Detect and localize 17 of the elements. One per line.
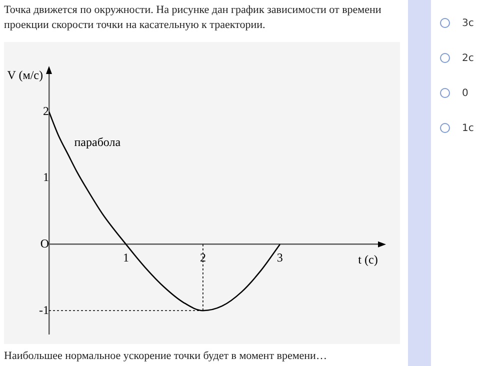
annotation: парабола (74, 135, 122, 150)
y-axis-title: V (м/с) (7, 68, 43, 82)
x-tick-label: 2 (200, 250, 206, 265)
text: 0 (462, 88, 468, 98)
text: 3с (462, 18, 474, 28)
y-tick-label: -1 (39, 302, 49, 317)
y-tick-label: O (40, 236, 50, 250)
x-tick-label: 3 (276, 250, 283, 265)
text: 2с (462, 52, 474, 64)
line-series (49, 111, 281, 312)
y-tick-label: 1 (43, 170, 49, 184)
text: 1с (462, 122, 474, 134)
y-tick-label: 2 (43, 104, 49, 118)
chart-title: Точка движется по окружности. На рисунке дан график зависимости от времени проекции скорости точки на касательную к траектории. (4, 3, 382, 33)
x-tick-label: 1 (122, 250, 129, 265)
text: Наибольшее нормальное ускорение точки будет в момент времени… (4, 350, 328, 362)
x-axis-title: t (с) (358, 252, 378, 266)
